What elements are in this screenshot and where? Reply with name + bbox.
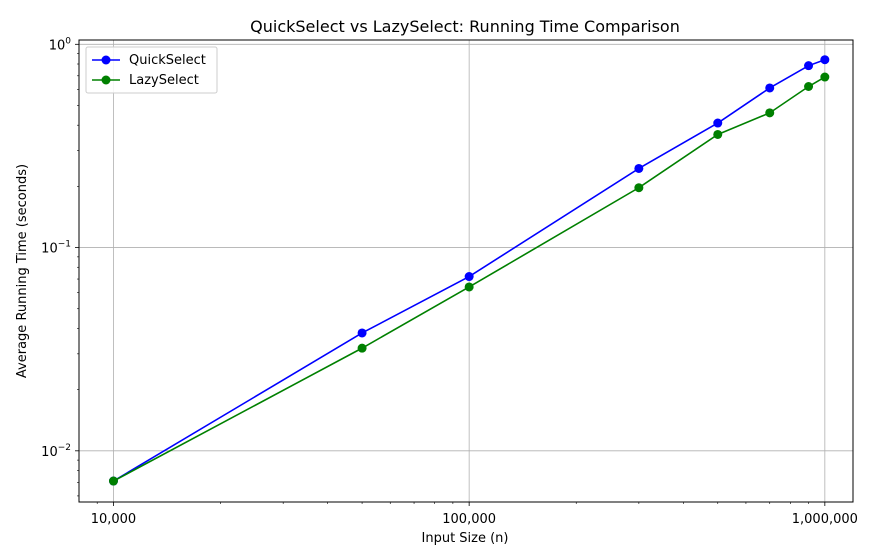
- grid: [79, 40, 853, 502]
- y-tick-label: 10−2: [41, 443, 71, 460]
- plot-area-frame: [78, 39, 854, 503]
- series-layer: [108, 55, 830, 486]
- y-tick-label-exponent: −2: [58, 443, 71, 453]
- legend-item-quickselect: QuickSelect: [92, 53, 206, 68]
- series-line-lazyselect: [113, 76, 826, 482]
- data-point-quickselect: [713, 118, 723, 128]
- data-point-quickselect: [464, 272, 474, 282]
- x-axis-label: Input Size (n): [422, 531, 509, 545]
- data-point-quickselect: [820, 55, 830, 65]
- y-tick-label-base: 10: [49, 38, 66, 53]
- legend-box: [85, 46, 218, 94]
- data-point-lazyselect: [820, 72, 830, 82]
- legend: QuickSelect LazySelect: [85, 46, 218, 94]
- series-line-quickselect: [113, 58, 826, 482]
- legend-item-lazyselect: LazySelect: [92, 73, 199, 88]
- data-point-quickselect: [804, 61, 814, 71]
- x-tick-label: 1,000,000: [792, 512, 858, 527]
- y-axis-label: Average Running Time (seconds): [15, 164, 30, 378]
- data-point-quickselect: [634, 163, 644, 173]
- legend-label-quickselect: QuickSelect: [129, 53, 206, 68]
- series-quickselect: [108, 55, 830, 486]
- data-point-lazyselect: [713, 129, 723, 139]
- y-tick-label: 10−1: [41, 240, 71, 257]
- chart-title: QuickSelect vs LazySelect: Running Time …: [250, 17, 680, 36]
- data-point-lazyselect: [464, 282, 474, 292]
- y-tick-label-exponent: 0: [65, 36, 71, 46]
- x-tick-label: 100,000: [442, 512, 496, 527]
- legend-label-lazyselect: LazySelect: [129, 73, 199, 88]
- legend-swatch-marker-quickselect: [101, 55, 111, 65]
- data-point-quickselect: [357, 328, 367, 338]
- data-point-lazyselect: [804, 82, 814, 92]
- series-lazyselect: [108, 72, 830, 486]
- data-point-lazyselect: [765, 108, 775, 118]
- y-tick-label: 100: [49, 36, 72, 53]
- y-tick-label-base: 10: [41, 445, 58, 460]
- y-tick-label-base: 10: [41, 242, 58, 257]
- data-point-lazyselect: [108, 476, 118, 486]
- data-point-lazyselect: [634, 183, 644, 193]
- data-point-quickselect: [765, 83, 775, 93]
- x-axis: 10,000 100,000 1,000,000: [91, 502, 858, 527]
- y-tick-label-exponent: −1: [58, 240, 71, 250]
- data-point-lazyselect: [357, 343, 367, 353]
- legend-swatch-marker-lazyselect: [101, 75, 111, 85]
- x-tick-label: 10,000: [91, 512, 137, 527]
